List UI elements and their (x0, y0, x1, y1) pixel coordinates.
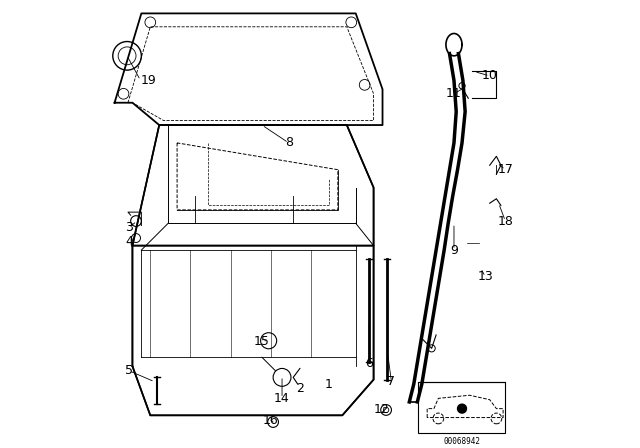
Text: 8: 8 (285, 136, 292, 150)
Text: 7: 7 (387, 375, 396, 388)
Text: 2: 2 (296, 382, 304, 395)
Text: 15: 15 (254, 335, 270, 348)
Text: 16: 16 (263, 414, 279, 427)
Text: 5: 5 (125, 364, 133, 377)
Text: 11: 11 (446, 87, 462, 100)
Text: 6: 6 (365, 358, 373, 370)
Text: 18: 18 (497, 215, 513, 228)
Text: 1: 1 (325, 378, 333, 391)
Text: 4: 4 (125, 235, 132, 248)
Text: 17: 17 (497, 163, 513, 176)
Text: 00068942: 00068942 (443, 437, 480, 446)
Text: 3: 3 (125, 221, 132, 234)
Text: 10: 10 (482, 69, 498, 82)
Text: 14: 14 (274, 392, 290, 405)
Circle shape (458, 404, 467, 413)
Text: 13: 13 (477, 271, 493, 284)
Text: 12: 12 (374, 404, 390, 417)
Text: 19: 19 (140, 74, 156, 87)
Bar (419, 382, 506, 433)
Text: 9: 9 (450, 244, 458, 257)
